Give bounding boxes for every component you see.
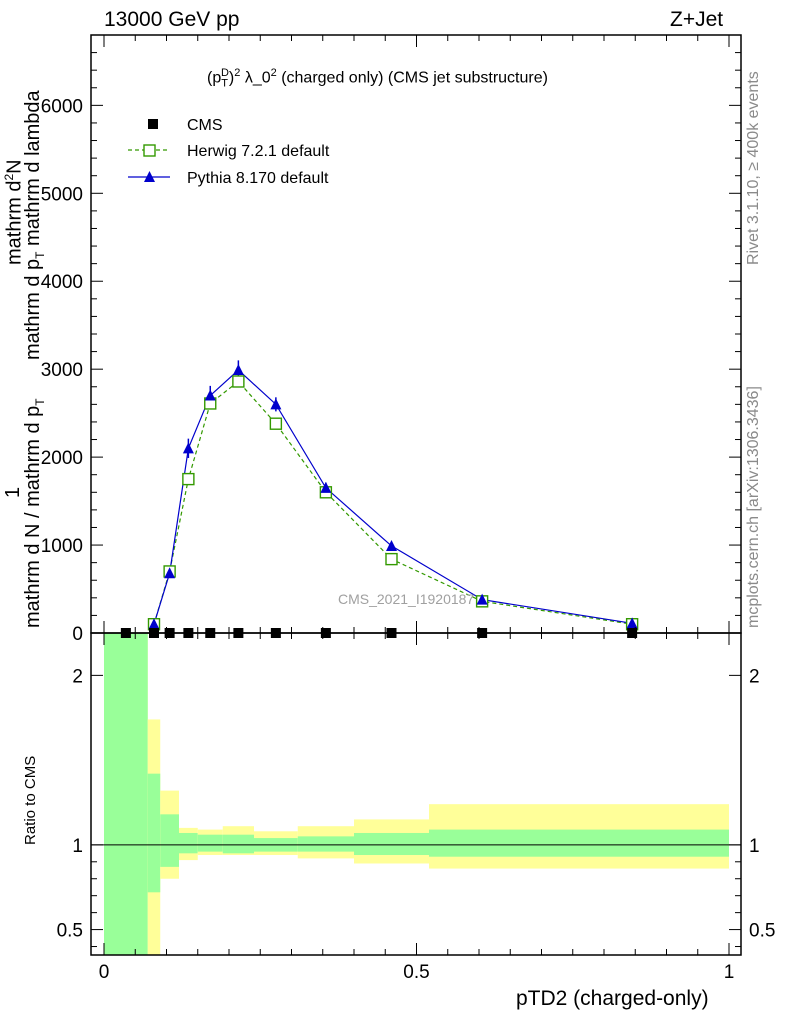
header-process-label: Z+Jet: [670, 8, 724, 31]
main-y-tick-label: 6000: [41, 96, 83, 117]
x-tick-label: 0.5: [403, 962, 429, 983]
rivet-version-label: Rivet 3.1.10, ≥ 400k events: [745, 71, 762, 265]
pythia-point: [148, 618, 160, 630]
ratio-inner-band-bin: [179, 832, 198, 854]
legend-cms-marker: [148, 119, 158, 129]
ratio-y-tick-label: 2: [72, 666, 83, 687]
main-y-tick-label: 3000: [41, 360, 83, 381]
main-y-tick-label: 5000: [41, 184, 83, 205]
ratio-inner-band-bin: [197, 834, 223, 852]
ratio-y-tick-label: 0.5: [57, 921, 83, 942]
plot-title: (pTD)2 λ_02 (charged only) (CMS jet subs…: [207, 67, 548, 90]
ratio-bands: [91, 633, 741, 955]
ratio-inner-band-bin: [354, 832, 429, 856]
pythia-point: [204, 389, 216, 401]
ratio-inner-band-bin: [104, 633, 148, 955]
ratio-inner-band-bin: [429, 829, 729, 857]
ratio-inner-band-bin: [297, 836, 354, 852]
legend-pythia-marker: [144, 171, 155, 182]
legend: CMS Herwig 7.2.1 default Pythia 8.170 de…: [128, 117, 330, 187]
pythia-point: [320, 481, 332, 493]
mcplots-reference-label: mcplots.cern.ch [arXiv:1306.3436]: [745, 386, 762, 628]
pythia-point: [232, 364, 244, 376]
ratio-y-tick-label-right: 2: [749, 666, 760, 687]
herwig-point: [385, 552, 398, 566]
pythia-point: [270, 398, 282, 410]
main-y-tick-label: 0: [72, 624, 83, 645]
legend-herwig-marker: [143, 144, 156, 157]
y-axis-label-left-denominator: mathrm d N / mathrm d pT: [22, 398, 47, 628]
y-axis-label-right-denominator: mathrm d pT mathrm d lambda: [22, 90, 47, 360]
main-y-tick-label: 2000: [41, 448, 83, 469]
ratio-y-tick-label: 1: [72, 836, 83, 857]
x-axis-label: pTD2 (charged-only): [516, 987, 709, 1010]
herwig-series-line: [153, 380, 633, 625]
ratio-plot-frame: [90, 632, 742, 956]
ratio-inner-band-bin: [222, 834, 254, 854]
legend-pythia-label: Pythia 8.170 default: [187, 170, 329, 187]
pythia-point: [626, 617, 638, 629]
axis-tick-labels: 0 1000 2000 3000 4000 5000 6000 0.5 0.5 1 1 2 2 0 0.5 1: [41, 96, 776, 983]
main-y-tick-label: 1000: [41, 536, 83, 557]
x-tick-label: 1: [724, 962, 735, 983]
ratio-y-axis-label: Ratio to CMS: [22, 755, 39, 845]
pythia-series-line: [153, 369, 633, 625]
pythia-point: [182, 442, 194, 454]
legend-herwig-label: Herwig 7.2.1 default: [187, 143, 330, 160]
pythia-point: [164, 567, 176, 579]
x-tick-label: 0: [99, 962, 110, 983]
ratio-inner-band-bin: [160, 814, 179, 867]
header-energy-label: 13000 GeV pp: [104, 8, 240, 31]
main-y-tick-label: 4000: [41, 272, 83, 293]
analysis-watermark: CMS_2021_I1920187: [338, 591, 475, 607]
pythia-point: [386, 539, 397, 551]
legend-cms-label: CMS: [187, 117, 223, 134]
ratio-y-tick-label-right: 0.5: [749, 921, 775, 942]
ratio-y-tick-label-right: 1: [749, 836, 760, 857]
axis-ticks: [91, 34, 741, 955]
herwig-point: [232, 375, 245, 388]
pythia-point: [476, 593, 488, 605]
herwig-point: [182, 472, 195, 486]
ratio-inner-band-bin: [147, 773, 161, 893]
herwig-point: [269, 417, 283, 430]
